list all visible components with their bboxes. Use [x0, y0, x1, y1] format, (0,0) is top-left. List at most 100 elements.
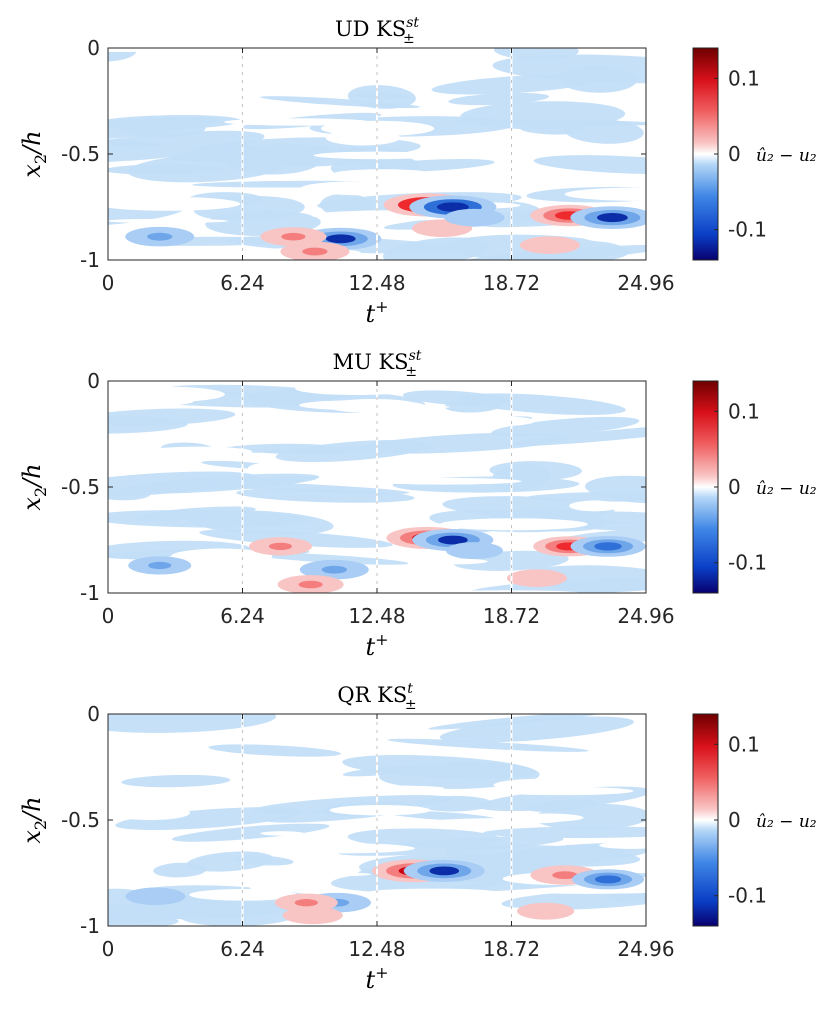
colorbar-label: û₂ − u₂ [756, 479, 817, 499]
contour-level-core [281, 232, 306, 241]
colorbar-tick-label: 0.1 [728, 66, 760, 90]
background-gap [108, 48, 162, 53]
colorbar-tick-label: 0.1 [728, 399, 760, 423]
y-tick-label: -0.5 [61, 808, 100, 832]
background-streak [533, 155, 646, 174]
background-streak [248, 552, 409, 565]
background-gap [329, 805, 431, 816]
contour-level-core [144, 892, 167, 900]
contour-level-core [148, 561, 172, 570]
contour-level-core [325, 234, 356, 244]
colorbar-tick-label: 0 [728, 475, 741, 499]
contour-feature [412, 219, 473, 237]
x-tick-label: 12.48 [348, 604, 405, 628]
contour-feature [277, 575, 344, 593]
x-tick-label: 6.24 [220, 271, 265, 295]
colorbar-tick-label: -0.1 [728, 218, 767, 242]
contour-feature [128, 556, 192, 575]
y-tick-label: -1 [80, 248, 100, 272]
contour-feature [519, 236, 580, 254]
background-gap [265, 843, 415, 854]
y-tick-label: -1 [80, 914, 100, 938]
background-streak [127, 153, 287, 183]
contour-level-core [429, 866, 460, 876]
background-gap [108, 218, 229, 224]
y-axis-label: x2/h [18, 463, 50, 510]
y-axis-label: x2/h [18, 796, 50, 843]
background-gap [439, 518, 588, 531]
background-streak [108, 488, 151, 501]
x-tick-label: 12.48 [348, 271, 405, 295]
background-gap [298, 400, 425, 411]
background-gap [136, 763, 287, 770]
y-tick-label: 0 [87, 36, 100, 60]
background-gap [414, 558, 488, 565]
contour-level-core [538, 241, 561, 249]
background-streak [448, 92, 550, 106]
chart-panel-3: 0 6.24 12.48 18.72 24.96 0 -0.5 -1 QR KSt ± t+ x2/h… [18, 681, 817, 994]
colorbar-tick-label: 0 [728, 142, 741, 166]
x-axis-label: t+ [365, 963, 388, 994]
y-tick-label: -0.5 [61, 475, 100, 499]
contour-level-core [525, 574, 548, 582]
background-streak [387, 738, 589, 752]
background-streak [275, 439, 432, 463]
chart-panel-1: 0 6.24 12.48 18.72 24.96 0 -0.5 -1 UD KSst ± t+ x2/… [18, 15, 817, 328]
background-gap [300, 181, 425, 196]
chart-panel-2: 0 6.24 12.48 18.72 24.96 0 -0.5 -1 MU KSst ± t+ x2/… [18, 348, 817, 661]
contour-feature [248, 537, 312, 556]
contour-feature [280, 241, 350, 260]
colorbar-tick-label: -0.1 [728, 884, 767, 908]
contour-level-core [147, 232, 173, 241]
background-gap [493, 778, 597, 792]
y-tick-label: -1 [80, 581, 100, 605]
background-gap [367, 888, 499, 897]
contour-feature [517, 902, 575, 920]
colorbar: 0.1 0 -0.1 û₂ − u₂ [692, 380, 817, 594]
contour-feature [506, 569, 567, 587]
background-gap [110, 805, 191, 821]
background-streak [564, 119, 644, 144]
x-axis-label: t+ [365, 297, 388, 328]
chart-title: MU KSst ± [333, 348, 422, 380]
x-axis-label: t+ [365, 630, 388, 661]
background-gap [248, 462, 300, 474]
background-streak [526, 799, 597, 812]
background-streak [491, 463, 550, 492]
contour-level-core [431, 224, 454, 232]
contour-feature [125, 887, 186, 906]
contour-level-core [594, 542, 622, 551]
background-streak [189, 510, 334, 536]
background-gap [260, 831, 305, 836]
background-gap [553, 756, 625, 769]
background-streak [585, 475, 646, 504]
heatmap-field [108, 48, 646, 260]
background-streak [115, 807, 305, 830]
background-gap [367, 477, 522, 485]
x-tick-label: 0 [102, 604, 115, 628]
contour-level-core [298, 580, 323, 589]
background-streak [457, 393, 626, 415]
background-gap [108, 196, 241, 211]
background-gap [348, 785, 445, 791]
contour-feature [299, 559, 369, 580]
contour-feature [282, 906, 343, 925]
background-gap [564, 187, 646, 201]
y-tick-label: 0 [87, 369, 100, 393]
background-streak [171, 823, 330, 842]
contour-level-core [552, 871, 578, 880]
contour-feature [570, 206, 646, 229]
background-gap [332, 169, 434, 180]
x-tick-label: 18.72 [483, 604, 540, 628]
background-gap [410, 906, 539, 915]
background-gap [129, 499, 194, 510]
background-gap [599, 841, 646, 849]
contour-level-core [321, 565, 347, 574]
background-streak [108, 471, 258, 498]
heatmap-field [108, 381, 646, 593]
background-streak [108, 130, 265, 163]
contour-feature [445, 542, 503, 560]
contour-feature [403, 859, 485, 882]
colorbar-gradient [692, 47, 719, 261]
x-tick-label: 6.24 [220, 937, 265, 961]
